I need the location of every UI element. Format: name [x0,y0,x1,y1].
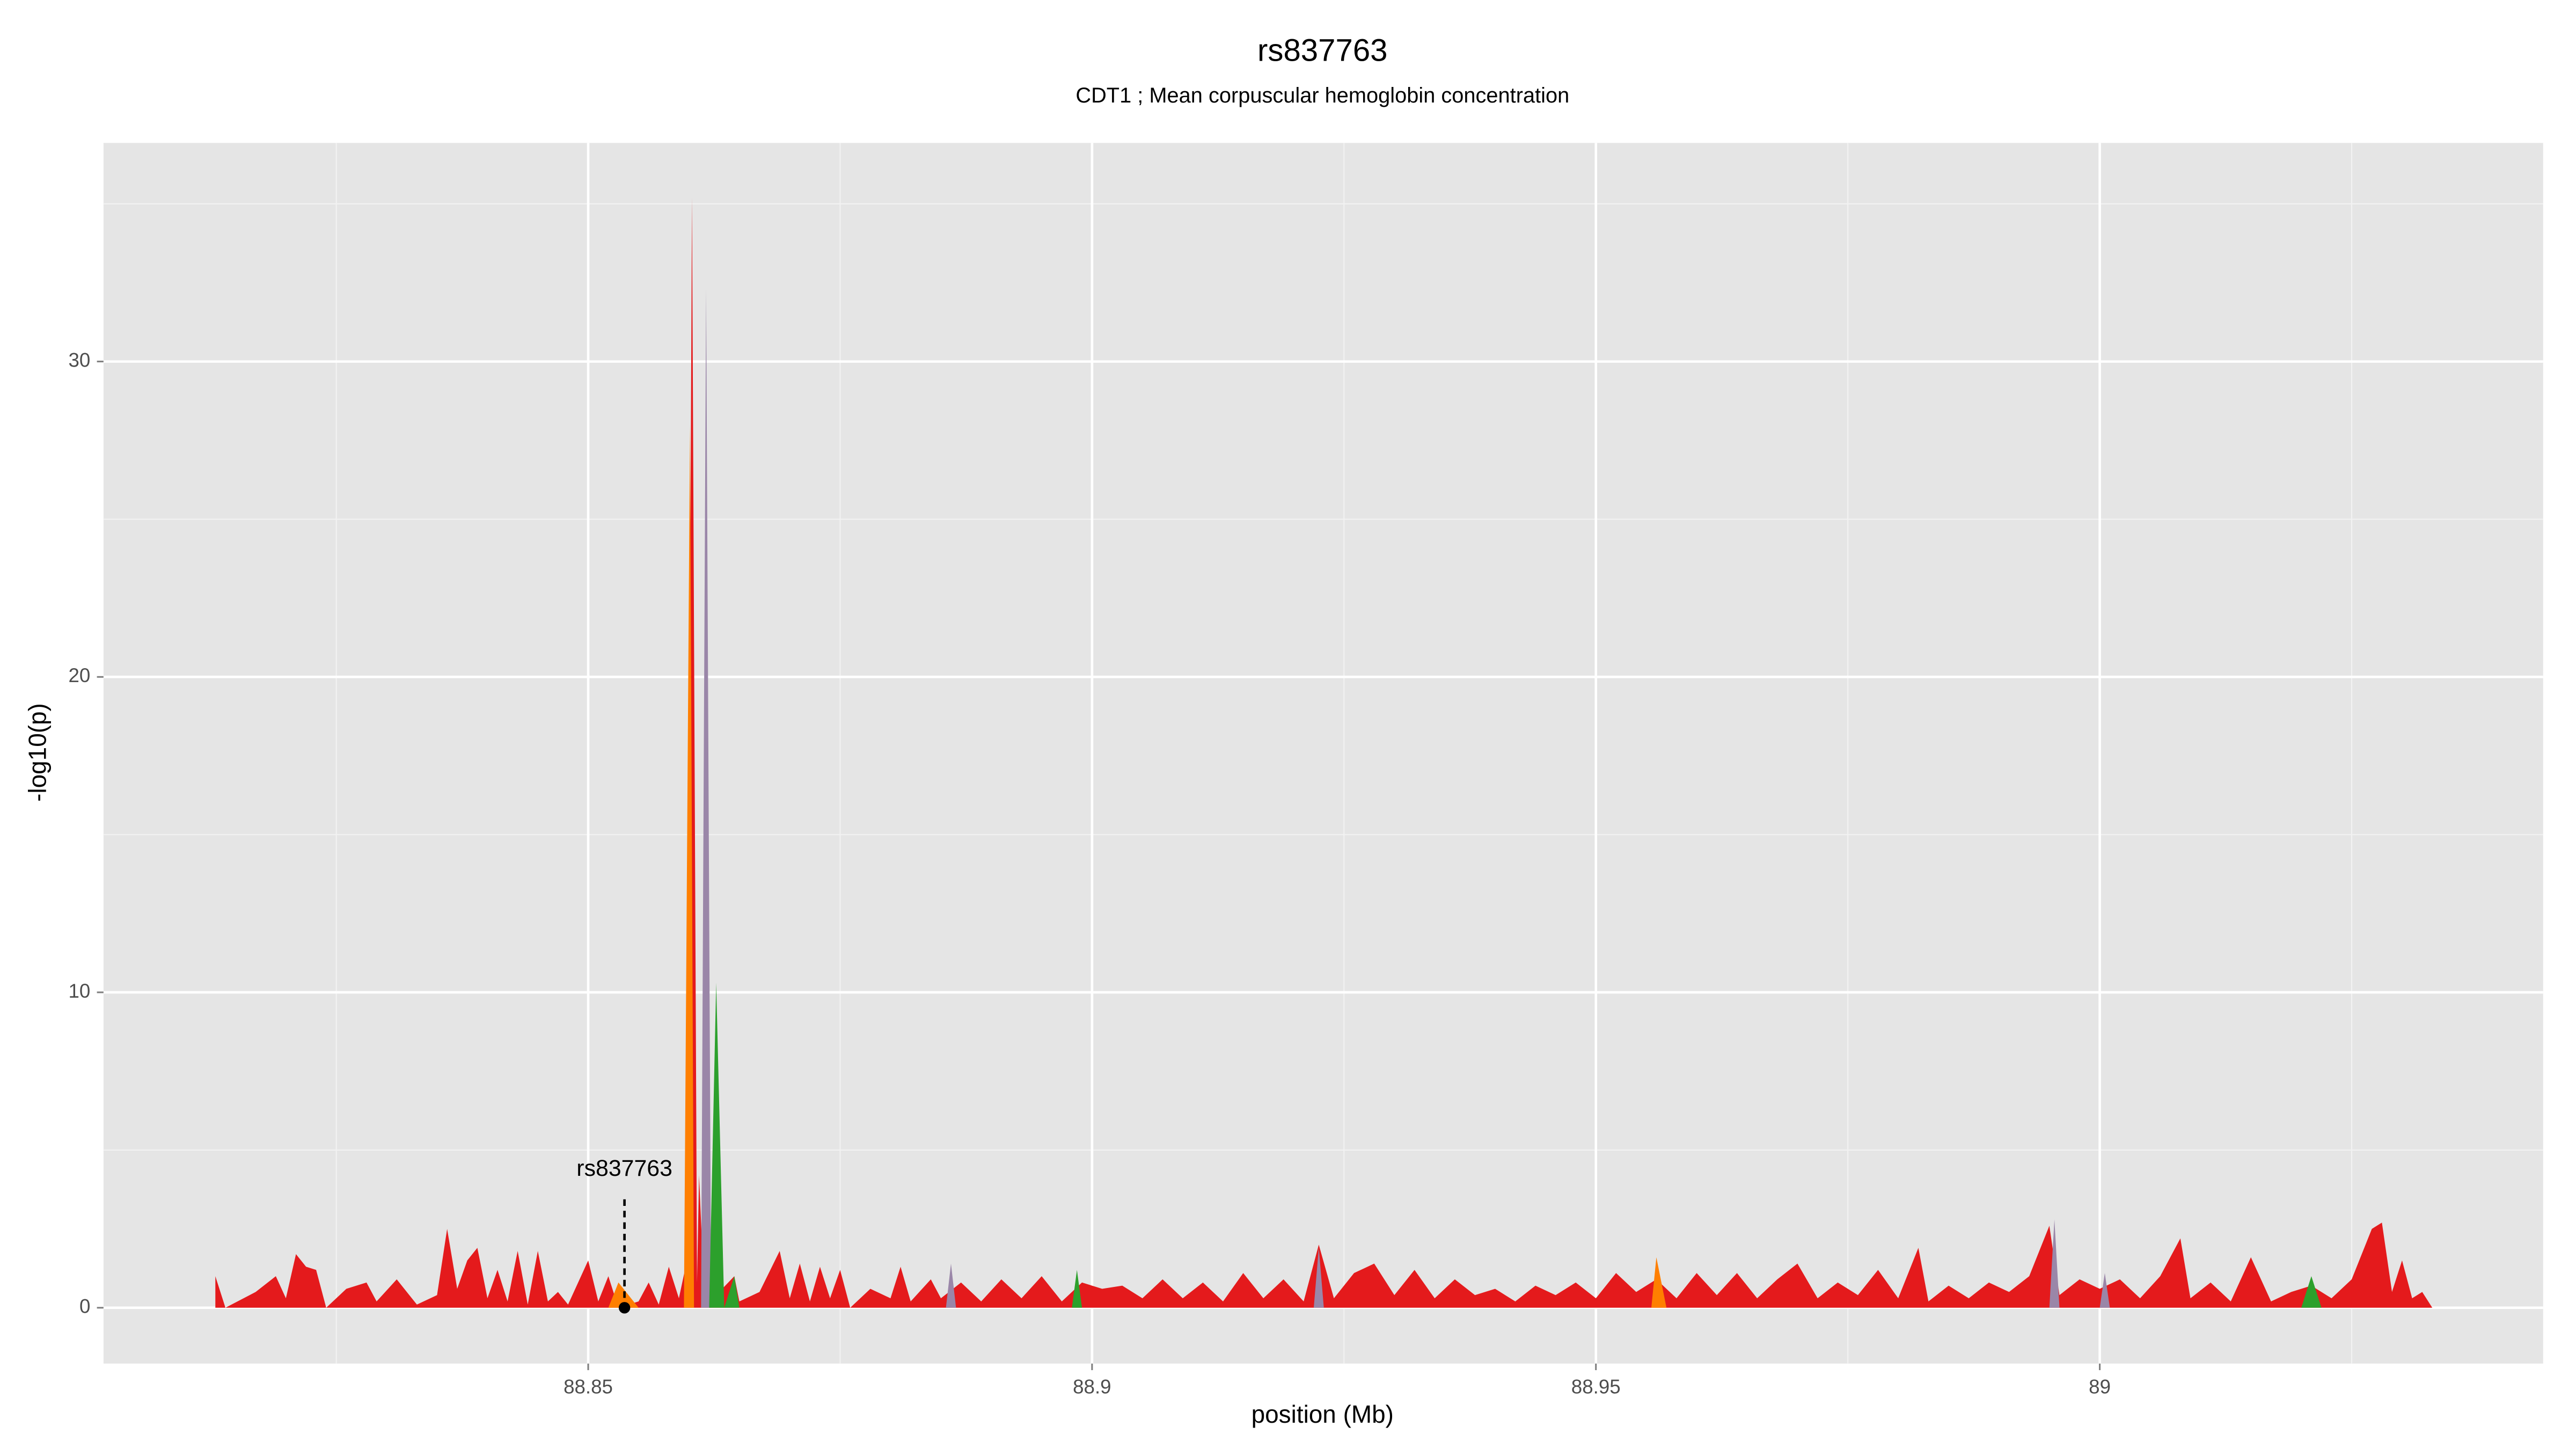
x-tick-label: 88.95 [1571,1375,1621,1397]
plot-panel [103,143,2543,1364]
chart-subtitle: CDT1 ; Mean corpuscular hemoglobin conce… [1075,84,1569,107]
chart-title: rs837763 [1257,33,1388,68]
y-tick-label: 30 [69,349,91,371]
annotation-label: rs837763 [576,1155,672,1181]
y-tick-label: 10 [69,980,91,1002]
x-tick-label: 88.9 [1073,1375,1111,1397]
x-axis-label: position (Mb) [1252,1400,1394,1428]
x-tick-label: 88.85 [564,1375,613,1397]
y-axis-label: -log10(p) [24,703,52,802]
x-tick-label: 89 [2089,1375,2111,1397]
y-tick-label: 20 [69,664,91,686]
annotation-point [618,1302,631,1314]
y-tick-label: 0 [79,1295,90,1317]
